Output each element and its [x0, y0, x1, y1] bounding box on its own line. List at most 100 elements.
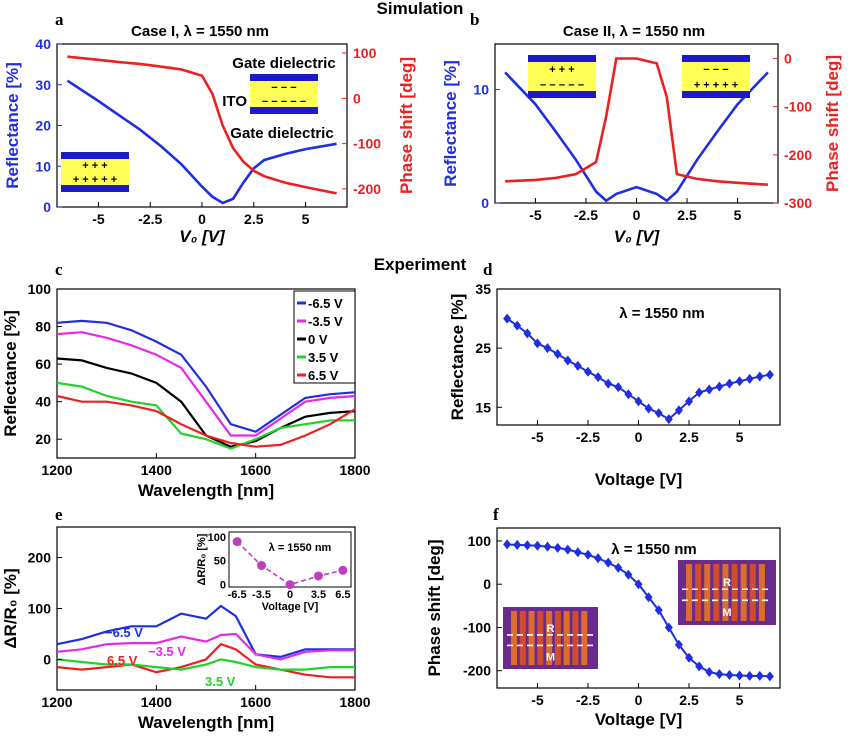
panel-f-marker	[685, 652, 694, 663]
panel-a-ylabel-right: Phase shift [deg]	[397, 57, 416, 194]
panel-e-series-0	[56, 604, 355, 659]
panel-c-legend-label-2: 0 V	[308, 332, 328, 347]
panel-b-inset-left-top-sign: + + +	[549, 64, 574, 76]
panel-f-title: λ = 1550 nm	[611, 541, 696, 558]
panel-e-inset-x-tick: 0	[287, 589, 293, 601]
panel-f-marker	[735, 670, 744, 681]
panel-e-ylabel: ΔR/R₀ [%]	[1, 568, 20, 648]
panel-e-inset-marker	[338, 565, 348, 575]
panel-c-y-tick-label: 100	[28, 281, 52, 297]
panel-d-marker	[695, 387, 704, 398]
panel-f-marker	[765, 671, 774, 682]
panel-e-inset-marker	[313, 571, 323, 581]
panel-f-marker	[624, 569, 633, 580]
panel-e-x-tick-label: 1400	[141, 694, 172, 710]
panel-b-inset-right-bottom-sign: + + + + +	[694, 80, 738, 92]
panel-a-x-tick-label: 2.5	[244, 211, 264, 227]
panel-d-marker	[503, 313, 512, 324]
panel-f-marker	[614, 562, 623, 573]
panel-d-y-tick-label: 25	[475, 340, 491, 356]
panel-e-inset-xlabel: Voltage [V]	[262, 601, 319, 613]
panel-f-marker	[583, 549, 592, 560]
panel-e-inset-marker	[257, 560, 267, 570]
panel-c-x-tick-label: 1200	[41, 462, 72, 478]
panel-c-xlabel: Wavelength [nm]	[138, 481, 274, 500]
panel-d-marker	[705, 384, 714, 395]
panel-e-x-tick-label: 1800	[339, 694, 370, 710]
panel-a-inset-positive-bottom-sign: + + + + +	[73, 174, 117, 186]
panel-d-marker	[715, 381, 724, 392]
panel-f-marker	[513, 539, 522, 550]
panel-c-legend-label-0: -6.5 V	[308, 296, 343, 311]
panel-d-marker	[735, 376, 744, 387]
panel-a-inset-negative: − − − − − − − −	[250, 74, 318, 114]
panel-e-inset-marker	[232, 537, 242, 547]
panel-e-inset-y-tick: 0	[220, 580, 226, 592]
panel-e-y-tick-label: 100	[28, 601, 52, 617]
panel-b-x-tick-label: -2.5	[574, 207, 598, 223]
panel-a-yr-tick-label: -200	[353, 181, 381, 197]
panel-d-marker	[644, 403, 653, 414]
panel-c-legend	[293, 290, 356, 384]
panel-d-marker	[553, 349, 562, 360]
panel-f-y-tick-label: 0	[483, 576, 491, 592]
panel-b-x-tick-label: 2.5	[677, 207, 697, 223]
panel-f-image-right-stripe	[722, 564, 729, 621]
panel-d-marker	[685, 396, 694, 407]
panel-b-xlabel: V₀ [V]	[614, 227, 661, 246]
panel-f-image-left-stripe	[537, 611, 544, 665]
panel-f-image-right-stripe	[686, 564, 692, 621]
panel-b-inset-right-top-sign: − − −	[703, 64, 728, 76]
panel-d-y-tick-label: 35	[475, 281, 491, 297]
panel-c-series-0	[56, 319, 356, 433]
panel-e-series-3	[56, 658, 355, 671]
panel-b-inset-right-top-dielectric	[682, 55, 750, 62]
panel-d-marker	[614, 382, 623, 393]
panel-c-series-1	[56, 331, 356, 437]
panel-e-xlabel: Wavelength [nm]	[138, 713, 274, 732]
panel-b-yl-tick-label: 10	[473, 81, 489, 97]
panel-a-yr-tick-label: -100	[353, 136, 381, 152]
panel-d-xlabel: Voltage [V]	[595, 470, 683, 489]
panel-a-inset-positive: + + + + + + + +	[61, 152, 129, 192]
panel-e-series-2	[56, 642, 355, 679]
panel-a-yl-tick-label: 20	[35, 118, 51, 134]
panel-f-marker	[634, 579, 643, 590]
panel-c-x-tick-label: 1800	[339, 462, 370, 478]
panel-a-label-gate-top: Gate dielectric	[232, 55, 335, 72]
panel-f-marker	[725, 670, 734, 681]
panel-e-inset-marker	[285, 580, 295, 590]
panel-f-marker	[533, 540, 542, 551]
panel-f-marker	[604, 557, 613, 568]
panel-a-inset-positive-top-sign: + + +	[82, 160, 107, 172]
panel-b-inset-right-ito	[682, 55, 750, 98]
panel-f-image-right-stripe	[731, 564, 738, 621]
panel-d-title: λ = 1550 nm	[619, 305, 704, 322]
panel-d-marker	[533, 338, 542, 349]
panel-letter-a: a	[55, 10, 64, 29]
panel-f-marker	[573, 547, 582, 558]
panel-f-ylabel: Phase shift [deg]	[425, 540, 444, 677]
panel-letter-d: d	[483, 260, 493, 279]
panel-a-x-tick-label: -2.5	[138, 211, 162, 227]
panel-a-yr-tick-label: 0	[353, 90, 361, 106]
panel-b-inset-left-ito	[528, 55, 596, 98]
panel-a-ylabel-left: Reflectance [%]	[3, 62, 22, 189]
panel-e-y-tick-label: 200	[28, 550, 52, 566]
panel-f-marker	[674, 639, 683, 650]
panel-b-x-tick-label: -5	[529, 207, 542, 223]
panel-f-image-left-stripe	[563, 611, 570, 665]
panel-f-x-tick-label: 0	[635, 692, 643, 708]
panel-e-inset-frame	[228, 531, 352, 588]
panel-letter-b: b	[470, 10, 479, 29]
panel-f-x-tick-label: 5	[736, 692, 744, 708]
panel-f-image-left-stripe	[511, 611, 517, 665]
panel-e-y-tick-label: 0	[43, 651, 51, 667]
panel-c-y-tick-label: 20	[35, 431, 51, 447]
panel-f-marker	[503, 539, 512, 550]
panel-d-marker	[583, 366, 592, 377]
panel-a-inset-negative-top-dielectric	[250, 74, 318, 81]
panel-c-legend-label-1: -3.5 V	[308, 314, 343, 329]
panel-f-y-tick-label: -200	[463, 663, 491, 679]
panel-a-inset-negative-bottom-sign: − − − − −	[262, 96, 306, 108]
